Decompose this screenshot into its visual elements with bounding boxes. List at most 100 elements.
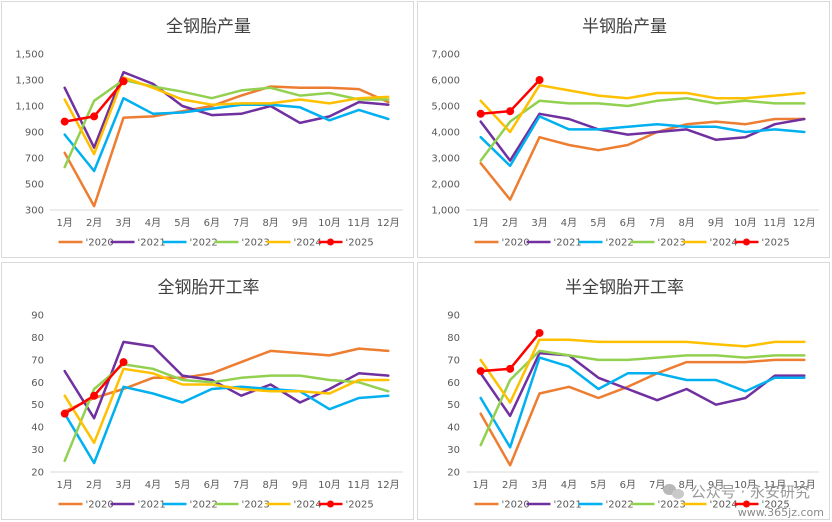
y-tick-label: 50 xyxy=(447,400,460,411)
series-line-5 xyxy=(63,76,390,156)
series-line-1 xyxy=(63,85,390,208)
chart-title: 半钢胎产量 xyxy=(582,17,667,37)
series-line-4 xyxy=(479,349,806,447)
y-tick-label: 60 xyxy=(31,378,44,389)
legend-label: '2022 xyxy=(606,500,634,511)
chart-svg: 全钢胎产量 300 500 700 900 1,100 1,300 1,500 1月 2月 3月 4月… xyxy=(15,17,403,249)
x-tick-label: 11月 xyxy=(764,479,787,491)
x-tick-label: 12月 xyxy=(377,217,400,229)
x-tick-label: 6月 xyxy=(204,217,220,229)
y-tick-label: 300 xyxy=(25,206,44,217)
y-tick-label: 90 xyxy=(447,311,460,322)
legend-marker xyxy=(743,238,750,246)
y-tick-label: 50 xyxy=(31,400,44,411)
y-tick-label: 7,000 xyxy=(431,50,460,61)
data-point xyxy=(476,109,485,118)
x-tick-label: 5月 xyxy=(590,217,606,229)
data-point xyxy=(90,112,99,121)
series-line-5 xyxy=(479,338,806,404)
y-tick-label: 20 xyxy=(447,468,460,479)
series-line-3 xyxy=(63,385,390,465)
x-tick-label: 10月 xyxy=(318,479,341,491)
x-tick-label: 8月 xyxy=(678,479,694,491)
y-tick-label: 3,000 xyxy=(431,154,460,165)
data-point xyxy=(506,107,515,116)
legend-label: '2021 xyxy=(138,500,166,511)
y-tick-label: 500 xyxy=(25,180,44,191)
y-tick-label: 2,000 xyxy=(431,180,460,191)
legend-marker xyxy=(327,238,334,246)
y-tick-label: 70 xyxy=(447,355,460,366)
x-tick-label: 6月 xyxy=(204,479,220,491)
x-tick-label: 3月 xyxy=(531,217,547,229)
series-line-3 xyxy=(479,356,806,449)
x-tick-label: 4月 xyxy=(561,479,577,491)
x-tick-label: 10月 xyxy=(734,217,757,229)
watermark-text: 公众号 · 永安研究 xyxy=(690,483,810,501)
chart-svg: 半钢胎产量 1,000 2,000 3,000 4,000 5,000 6,000 7,000… xyxy=(431,17,819,249)
chart-panel-heavy-tire-output: 全钢胎产量 300 500 700 900 1,100 1,300 1,500 1月 2月 3月 4月… xyxy=(1,1,414,258)
x-tick-label: 2月 xyxy=(86,479,102,491)
legend-label: '2024 xyxy=(294,238,322,249)
x-tick-label: 7月 xyxy=(649,479,665,491)
x-tick-label: 12月 xyxy=(793,479,816,491)
legend-label: '2024 xyxy=(710,500,738,511)
y-tick-label: 1,500 xyxy=(15,50,44,61)
x-tick-label: 1月 xyxy=(473,479,489,491)
legend-label: '2023 xyxy=(658,500,686,511)
y-tick-label: 70 xyxy=(31,355,44,366)
chart-title: 全钢胎产量 xyxy=(166,17,251,37)
data-point xyxy=(476,367,485,376)
y-tick-label: 60 xyxy=(447,378,460,389)
x-tick-label: 8月 xyxy=(262,217,278,229)
legend-label: '2021 xyxy=(554,238,582,249)
y-tick-label: 80 xyxy=(447,333,460,344)
x-tick-label: 1月 xyxy=(473,217,489,229)
x-tick-label: 11月 xyxy=(348,217,371,229)
legend-label: '2020 xyxy=(86,238,114,249)
wechat-icon xyxy=(662,483,685,500)
chart-svg: 半全钢胎开工率 20 30 40 50 60 70 80 90 1月 2月 3月 4月 5月 6月 7月 8月 9… xyxy=(447,278,819,511)
x-tick-label: 3月 xyxy=(115,479,131,491)
chart-title: 半全钢胎开工率 xyxy=(565,278,684,298)
x-tick-label: 7月 xyxy=(233,479,249,491)
x-tick-label: 2月 xyxy=(86,217,102,229)
x-tick-label: 4月 xyxy=(561,217,577,229)
y-tick-label: 700 xyxy=(25,154,44,165)
series-line-4 xyxy=(479,96,806,162)
data-point xyxy=(60,117,69,126)
series-line-4 xyxy=(63,78,390,169)
x-tick-label: 1月 xyxy=(57,479,73,491)
x-tick-label: 9月 xyxy=(708,479,724,491)
y-tick-label: 30 xyxy=(31,445,44,456)
watermark: 公众号 · 永安研究 xyxy=(662,481,810,502)
chart-title: 全钢胎开工率 xyxy=(158,278,260,298)
legend-label: '2025 xyxy=(346,500,374,511)
data-point xyxy=(119,358,128,367)
x-tick-label: 11月 xyxy=(764,217,787,229)
y-tick-label: 1,300 xyxy=(15,76,44,87)
data-point xyxy=(506,364,515,373)
x-tick-label: 11月 xyxy=(348,479,371,491)
x-tick-label: 3月 xyxy=(115,217,131,229)
x-tick-label: 10月 xyxy=(318,217,341,229)
y-tick-label: 30 xyxy=(447,445,460,456)
x-tick-label: 1月 xyxy=(57,217,73,229)
x-tick-label: 3月 xyxy=(531,479,547,491)
series-line-2 xyxy=(479,112,806,162)
x-tick-label: 10月 xyxy=(734,479,757,491)
legend-label: '2025 xyxy=(762,238,790,249)
legend-label: '2023 xyxy=(242,500,270,511)
watermark-site: www.365jz.com xyxy=(737,506,824,519)
legend-label: '2024 xyxy=(710,238,738,249)
series-line-2 xyxy=(63,70,390,149)
y-tick-label: 1,100 xyxy=(15,102,44,113)
legend-label: '2025 xyxy=(762,500,790,511)
series-line-2 xyxy=(479,351,806,418)
y-tick-label: 6,000 xyxy=(431,76,460,87)
series-line-3 xyxy=(479,115,806,168)
series-line-1 xyxy=(63,347,390,413)
x-tick-label: 7月 xyxy=(649,217,665,229)
legend-label: '2023 xyxy=(242,238,270,249)
x-tick-label: 5月 xyxy=(174,217,190,229)
